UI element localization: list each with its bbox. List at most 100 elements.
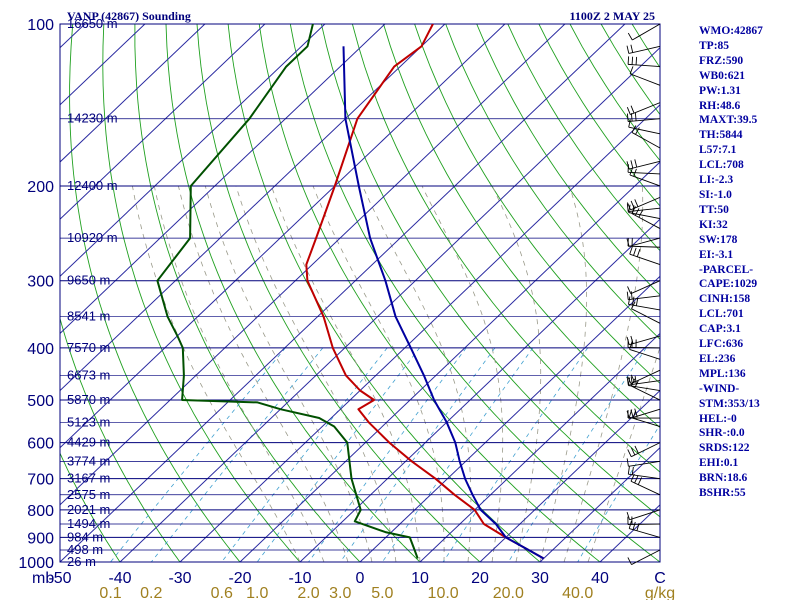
mixing-ratio-labels: 0.1 0.2 0.6 1.0 2.0 3.0 5.0 10.0 20.0 40.0 — [99, 585, 593, 600]
wind-barb — [631, 125, 661, 149]
pressure-label-200: 200 — [27, 179, 54, 196]
mixing-ratio-label-40: 40.0 — [562, 585, 593, 600]
pressure-label-900: 900 — [27, 530, 54, 547]
isotherm--50 — [60, 24, 626, 562]
wind-barb — [627, 164, 661, 175]
height-label: 26 m — [67, 554, 96, 569]
moist-adiabat — [362, 185, 472, 562]
temp-label--40: -40 — [108, 570, 131, 587]
index-line: MAXT:39.5 — [699, 114, 758, 127]
isotherm--120 — [60, 24, 206, 163]
temp-label-40: 40 — [591, 570, 609, 587]
mixing-ratio-label-0.1: 0.1 — [99, 585, 121, 600]
pressure-label-500: 500 — [27, 393, 54, 410]
mixing-ratio-label-3: 3.0 — [329, 585, 351, 600]
isotherm-10 — [419, 332, 660, 562]
wind-barb — [626, 458, 661, 467]
index-line: -WIND- — [699, 382, 740, 395]
index-line: CAP:3.1 — [699, 323, 741, 336]
chart-title: VANP (42867) Sounding — [67, 9, 191, 23]
index-line: CAPE:1029 — [699, 278, 758, 291]
wind-barb — [631, 301, 661, 324]
isotherm--30 — [179, 104, 660, 562]
wind-barb — [627, 56, 661, 68]
temp-label--20: -20 — [228, 570, 251, 587]
wind-barb — [628, 409, 661, 427]
height-label: 5870 m — [67, 392, 110, 407]
isotherm-0 — [359, 275, 660, 562]
mixing-ratio-label-1: 1.0 — [246, 585, 268, 600]
height-label: 10920 m — [67, 230, 118, 245]
height-label: 9650 m — [67, 273, 110, 288]
mixing-ratio-label-20: 20.0 — [493, 585, 524, 600]
pressure-label-300: 300 — [27, 274, 54, 291]
moist-adiabat — [204, 185, 373, 562]
mixing-ratio-label-0.2: 0.2 — [140, 585, 162, 600]
index-line: EI:-3.1 — [699, 248, 734, 261]
temp-label-10: 10 — [411, 570, 429, 587]
isotherm--100 — [60, 24, 326, 277]
wind-barb — [627, 23, 661, 41]
pressure-label-800: 800 — [27, 503, 54, 520]
index-line: RH:48.6 — [699, 99, 741, 112]
index-line: TH:5844 — [699, 129, 743, 142]
temp-label-20: 20 — [471, 570, 489, 587]
height-label: 1494 m — [67, 516, 110, 531]
pressure-label-1000: 1000 — [18, 555, 54, 572]
wind-barb — [627, 442, 661, 458]
index-line: LCL:708 — [699, 159, 744, 172]
plot-border — [59, 23, 661, 563]
wind-barb — [629, 167, 661, 187]
height-label: 5123 m — [67, 414, 110, 429]
height-label: 12400 m — [67, 178, 118, 193]
height-label: 4429 m — [67, 435, 110, 450]
mixing-ratio-unit-label: g/kg — [645, 585, 675, 600]
height-label: 984 m — [67, 529, 103, 544]
height-label: 7570 m — [67, 340, 110, 355]
index-line: L57:7.1 — [699, 144, 737, 157]
isotherm--110 — [60, 24, 266, 220]
temp-label--10: -10 — [288, 570, 311, 587]
wind-barb — [626, 102, 661, 116]
index-line: BSHR:55 — [699, 487, 746, 500]
height-label: 498 m — [67, 542, 103, 557]
wind-barb — [630, 473, 661, 496]
index-line: CINH:158 — [699, 293, 751, 306]
series-parcel — [342, 46, 545, 560]
height-label: 8541 m — [67, 309, 110, 324]
wind-barb — [630, 378, 661, 401]
isotherm--20 — [239, 161, 660, 562]
index-line: -PARCEL- — [699, 263, 754, 276]
index-line: LCL:701 — [699, 308, 744, 321]
wind-barb — [629, 66, 661, 86]
index-line: STM:353/13 — [699, 397, 760, 410]
sounding-profiles — [156, 24, 545, 560]
series-dewpoint — [156, 24, 419, 559]
index-line: KI:32 — [699, 218, 728, 231]
index-line: HEL:-0 — [699, 412, 737, 425]
height-label: 14230 m — [67, 111, 118, 126]
height-label: 16650 m — [67, 16, 118, 31]
index-line: WB0:621 — [699, 69, 745, 82]
isotherm--10 — [299, 218, 660, 562]
wind-barb — [627, 280, 661, 295]
pressure-label-100: 100 — [27, 17, 54, 34]
index-line: LI:-2.3 — [699, 174, 734, 187]
index-line: SRDS:122 — [699, 442, 750, 455]
wind-barb — [631, 206, 661, 229]
height-label: 3167 m — [67, 471, 110, 486]
temp-label--50: -50 — [48, 570, 71, 587]
wind-barb — [627, 377, 661, 391]
index-line: SI:-1.0 — [699, 188, 732, 201]
wind-barb — [627, 238, 661, 248]
wind-barb — [628, 520, 661, 538]
pressure-labels: 100 200 300 400 500 600 700 800 900 1000 — [18, 17, 54, 572]
moist-adiabat — [235, 185, 397, 562]
pressure-label-400: 400 — [27, 341, 54, 358]
index-line: BRN:18.6 — [699, 472, 748, 485]
temperature-labels: -50 -40 -30 -20 -10 0 10 20 30 40 — [48, 570, 609, 587]
index-line: SW:178 — [699, 233, 738, 246]
wind-barbs — [626, 23, 661, 565]
pressure-unit-label: mb — [32, 570, 54, 587]
